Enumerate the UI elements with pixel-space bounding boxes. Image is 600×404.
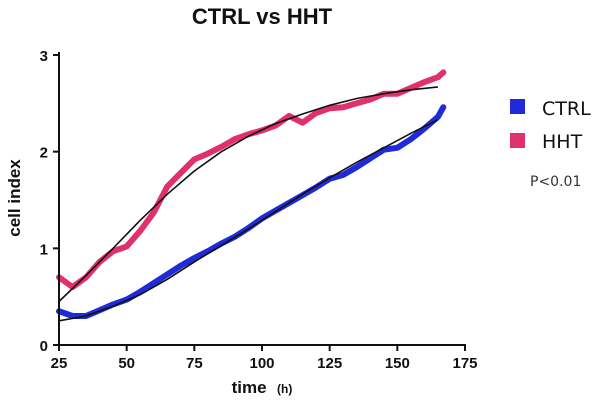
x-tick-label: 25 [51,355,68,372]
legend-label-ctrl: CTRL [542,98,591,120]
y-tick-label: 1 [40,241,48,258]
x-tick-label: 125 [317,355,342,372]
x-tick-label: 75 [186,355,203,372]
x-tick-label: 175 [452,355,477,372]
plot-area [56,69,447,322]
fit-curve-2 [58,86,438,303]
legend-swatch-hht [510,133,525,148]
series-line-hht [56,69,447,290]
y-tick-label: 3 [40,48,48,65]
x-axis-unit: (h) [277,382,292,396]
y-tick-label: 0 [40,338,48,355]
chart-title: CTRL vs HHT [192,4,333,29]
x-ticks: 25 50 75 100 125 150 175 [51,345,478,372]
x-tick-label: 150 [385,355,410,372]
y-axis-label: cell index [5,159,24,237]
fit-curve-1 [58,119,439,322]
x-tick-label: 100 [249,355,274,372]
y-ticks: 0 1 2 3 [40,48,59,355]
x-axis-label: time (h) [232,378,293,397]
legend-swatch-ctrl [510,99,525,114]
p-value-annotation: P<0.01 [530,174,581,190]
x-tick-label: 50 [118,355,135,372]
legend-label-hht: HHT [542,131,583,153]
x-axis-title: time [232,378,267,397]
y-tick-label: 2 [40,145,48,162]
series-line-ctrl [56,104,447,319]
legend: CTRL HHT [510,98,591,153]
